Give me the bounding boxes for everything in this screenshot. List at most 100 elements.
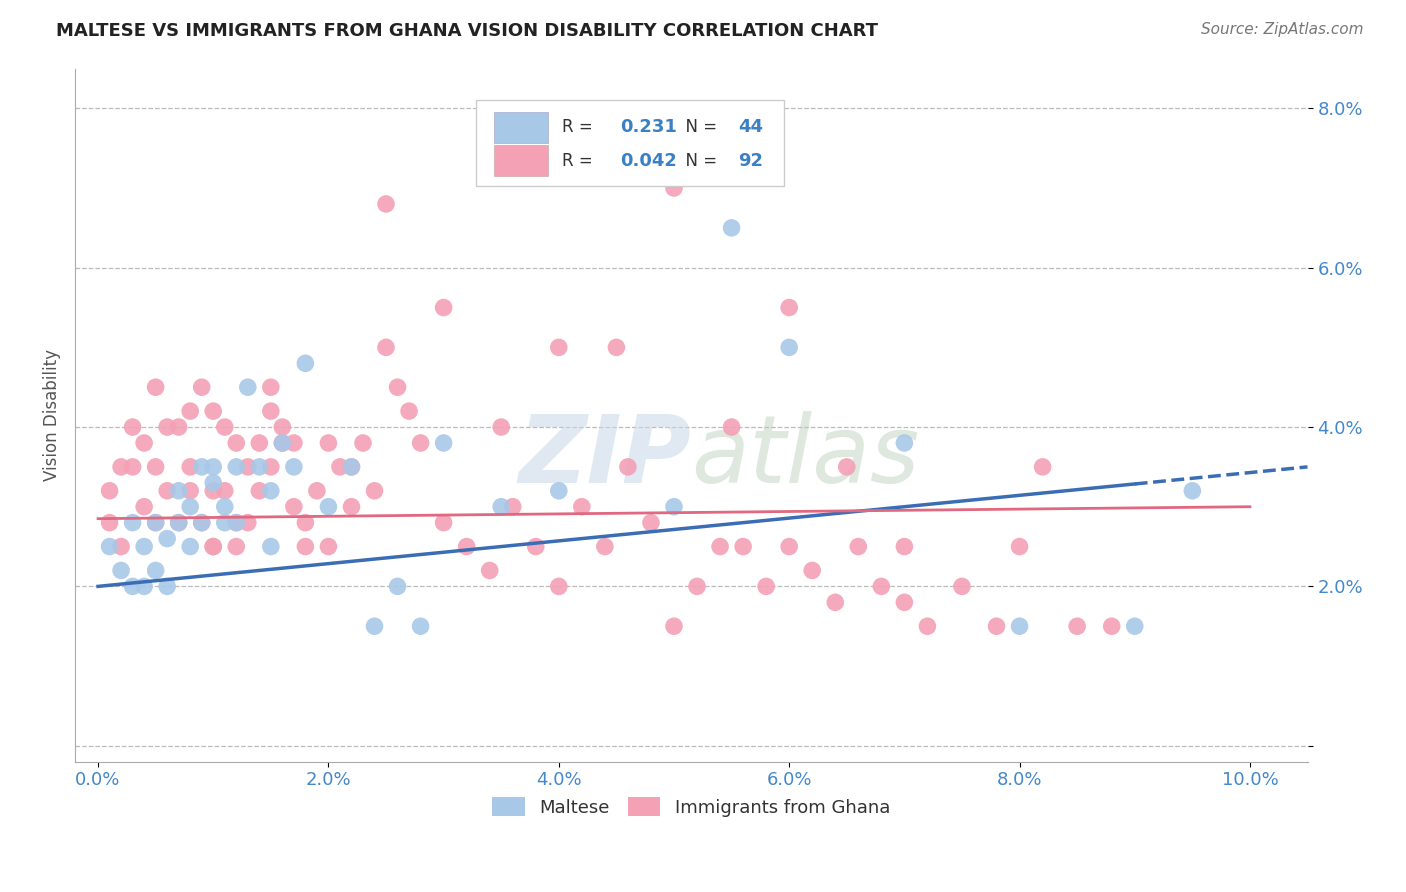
Point — [1008, 619, 1031, 633]
Point — [271, 420, 294, 434]
Point — [640, 516, 662, 530]
Point — [571, 500, 593, 514]
Point — [247, 459, 270, 474]
Point — [720, 220, 742, 235]
Point — [363, 619, 385, 633]
Point — [489, 500, 512, 514]
Point — [156, 579, 179, 593]
Point — [260, 483, 283, 498]
FancyBboxPatch shape — [494, 145, 548, 176]
Point — [214, 500, 236, 514]
Point — [318, 436, 340, 450]
Point — [662, 181, 685, 195]
Y-axis label: Vision Disability: Vision Disability — [44, 349, 60, 481]
Point — [260, 459, 283, 474]
Point — [202, 483, 225, 498]
Point — [893, 436, 915, 450]
Point — [318, 500, 340, 514]
Text: 0.231: 0.231 — [620, 119, 676, 136]
Point — [733, 540, 755, 554]
Point — [121, 579, 143, 593]
Point — [121, 516, 143, 530]
Point — [98, 516, 121, 530]
Point — [709, 540, 731, 554]
Point — [387, 380, 409, 394]
Point — [755, 579, 778, 593]
Point — [283, 436, 305, 450]
Point — [134, 436, 156, 450]
Point — [121, 459, 143, 474]
Point — [387, 579, 409, 593]
Point — [294, 356, 316, 370]
Point — [179, 404, 201, 418]
Point — [247, 436, 270, 450]
Point — [156, 420, 179, 434]
Point — [662, 500, 685, 514]
Point — [202, 475, 225, 490]
Point — [824, 595, 846, 609]
Point — [214, 420, 236, 434]
Point — [236, 516, 259, 530]
Point — [489, 420, 512, 434]
Point — [202, 459, 225, 474]
Text: N =: N = — [675, 119, 723, 136]
Point — [156, 532, 179, 546]
Text: 44: 44 — [738, 119, 763, 136]
Point — [179, 483, 201, 498]
Point — [409, 436, 432, 450]
Text: N =: N = — [675, 152, 723, 169]
Point — [433, 516, 456, 530]
Point — [547, 340, 569, 354]
Point — [145, 516, 167, 530]
FancyBboxPatch shape — [475, 100, 783, 186]
Point — [547, 483, 569, 498]
Point — [283, 459, 305, 474]
Point — [801, 564, 824, 578]
Point — [720, 420, 742, 434]
Point — [167, 420, 190, 434]
Point — [214, 483, 236, 498]
Point — [605, 340, 627, 354]
Point — [145, 380, 167, 394]
Point — [110, 459, 132, 474]
Point — [167, 516, 190, 530]
Point — [547, 579, 569, 593]
Text: 92: 92 — [738, 152, 763, 169]
Point — [778, 540, 800, 554]
Point — [456, 540, 478, 554]
Point — [593, 540, 616, 554]
Point — [236, 459, 259, 474]
Point — [340, 459, 363, 474]
Point — [398, 404, 420, 418]
Point — [110, 540, 132, 554]
Point — [329, 459, 352, 474]
Point — [179, 459, 201, 474]
Point — [835, 459, 858, 474]
Point — [190, 516, 212, 530]
Point — [167, 516, 190, 530]
Point — [134, 579, 156, 593]
Point — [202, 404, 225, 418]
Point — [340, 500, 363, 514]
Point — [110, 564, 132, 578]
Text: R =: R = — [562, 119, 598, 136]
Point — [98, 483, 121, 498]
Point — [225, 436, 247, 450]
Point — [375, 340, 398, 354]
Point — [190, 516, 212, 530]
Point — [893, 595, 915, 609]
Point — [202, 540, 225, 554]
Point — [1101, 619, 1123, 633]
Point — [121, 420, 143, 434]
Point — [214, 516, 236, 530]
Point — [1181, 483, 1204, 498]
Point — [340, 459, 363, 474]
Point — [145, 459, 167, 474]
Point — [617, 459, 640, 474]
Point — [1066, 619, 1088, 633]
Point — [225, 516, 247, 530]
Text: R =: R = — [562, 152, 598, 169]
Point — [917, 619, 939, 633]
Point — [662, 619, 685, 633]
Point — [409, 619, 432, 633]
